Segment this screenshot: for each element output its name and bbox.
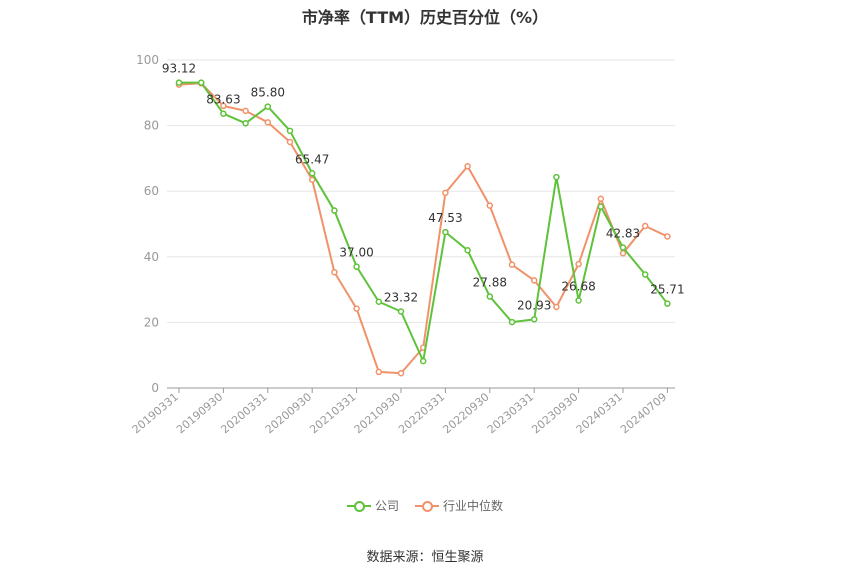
data-point	[597, 203, 605, 210]
data-point	[664, 300, 671, 307]
legend-company-label: 公司	[374, 499, 399, 513]
data-point	[197, 79, 205, 86]
data-point	[264, 119, 272, 126]
legend-company-marker-icon	[346, 499, 371, 513]
series-line	[178, 82, 668, 375]
x-tick-label: 20190930	[174, 390, 225, 436]
x-tick-label: 20220930	[440, 390, 491, 436]
data-point	[508, 318, 516, 326]
data-point	[220, 102, 227, 110]
x-tick-label: 20200930	[263, 390, 314, 436]
data-label: 37.00	[339, 246, 373, 260]
series-line	[178, 81, 669, 363]
data-label: 65.47	[295, 152, 329, 166]
chart-title: 市净率（TTM）历史百分位（%）	[301, 8, 549, 27]
data-point	[419, 357, 427, 365]
data-point	[442, 189, 449, 197]
legend-item-company[interactable]: 公司	[346, 497, 399, 514]
plot-area: 0 20 40 60 80 100 2019033120190930202003312020…	[130, 53, 685, 436]
data-point	[486, 293, 494, 300]
data-point	[464, 163, 471, 170]
data-point	[619, 244, 627, 251]
x-tick-label: 20230331	[485, 390, 536, 436]
y-tick-label: 40	[144, 250, 159, 264]
data-point	[575, 260, 582, 268]
data-point	[375, 298, 383, 305]
data-point	[530, 316, 538, 323]
data-point	[664, 233, 671, 240]
x-tick-label: 20220331	[396, 390, 447, 436]
data-point	[264, 103, 272, 110]
data-label: 93.12	[162, 62, 196, 76]
y-tick-label: 100	[136, 53, 159, 67]
data-point	[641, 222, 649, 230]
data-label: 83.63	[206, 93, 240, 107]
data-point	[375, 368, 383, 376]
data-label: 42.83	[606, 227, 640, 241]
data-point	[331, 207, 338, 214]
data-point	[331, 268, 338, 276]
data-point	[530, 277, 538, 284]
x-tick-label: 20190331	[130, 390, 181, 436]
data-point	[575, 297, 582, 304]
source-note: 数据来源：恒生聚源	[366, 550, 484, 565]
data-point	[220, 110, 227, 117]
y-tick-label: 60	[144, 184, 159, 198]
data-point	[353, 305, 360, 312]
data-point	[641, 271, 649, 278]
data-point	[442, 228, 449, 236]
x-tick-label: 20210930	[352, 390, 403, 436]
data-point	[553, 303, 560, 311]
legend-industry-marker-icon	[415, 499, 439, 513]
x-tick-label: 20200331	[218, 390, 269, 436]
data-point	[397, 369, 405, 377]
data-point	[464, 246, 471, 254]
legend: 公司 行业中位数	[0, 497, 850, 514]
legend-item-industry-median[interactable]: 行业中位数	[415, 497, 503, 514]
x-tick-label: 20230930	[529, 390, 580, 436]
data-point	[308, 176, 316, 183]
x-tick-label: 20240709	[618, 390, 669, 436]
data-point	[286, 138, 294, 146]
data-point	[286, 127, 294, 135]
data-label: 20.93	[517, 298, 551, 312]
data-point	[175, 79, 183, 86]
data-label: 47.53	[428, 211, 462, 225]
y-tick-label: 0	[151, 381, 159, 395]
data-point	[242, 107, 249, 115]
data-label: 85.80	[251, 86, 285, 100]
y-tick-label: 20	[144, 315, 159, 329]
data-label: 23.32	[384, 291, 418, 305]
data-point	[619, 249, 627, 257]
data-point	[553, 173, 560, 181]
data-point	[597, 195, 605, 202]
x-tick-label: 20240331	[574, 390, 625, 436]
data-point	[508, 261, 516, 268]
data-point	[397, 308, 405, 315]
data-point	[353, 263, 360, 270]
legend-industry-label: 行业中位数	[443, 499, 504, 513]
data-label: 26.68	[561, 279, 595, 293]
data-point	[308, 170, 316, 177]
data-label: 25.71	[650, 283, 684, 297]
y-tick-label: 80	[144, 119, 159, 133]
data-label: 27.88	[473, 276, 507, 290]
data-point	[486, 202, 494, 209]
data-point	[242, 120, 249, 127]
x-tick-label: 20210331	[307, 390, 358, 436]
